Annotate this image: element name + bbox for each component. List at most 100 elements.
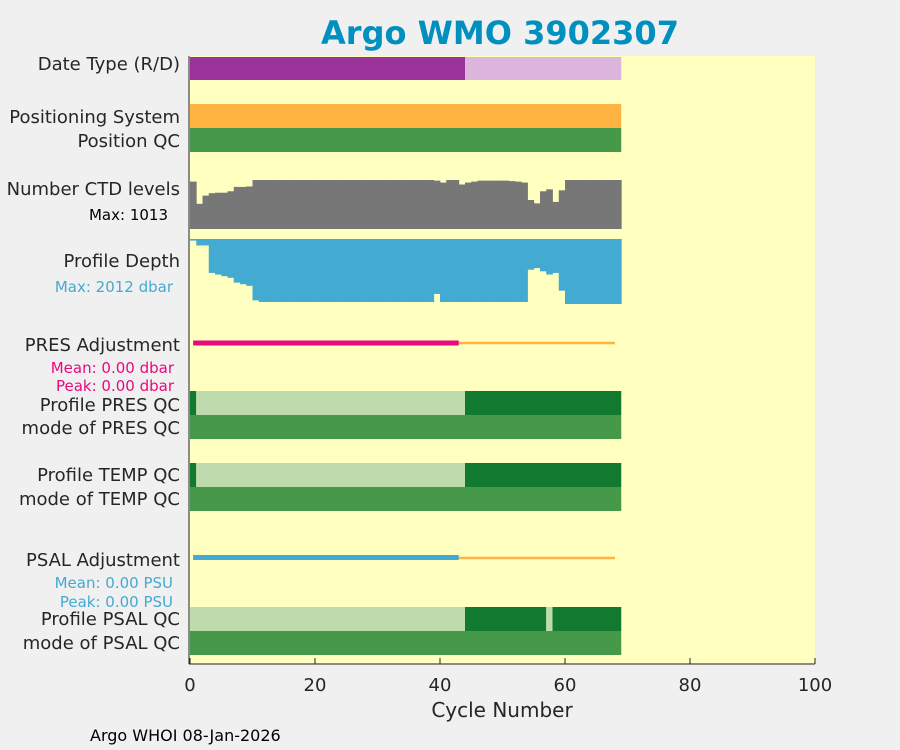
ctd-levels-bar <box>515 181 522 229</box>
profile-depth-bar <box>246 239 253 286</box>
ctd-levels-bar <box>240 186 247 229</box>
profile-depth-bar <box>358 239 366 302</box>
profile-depth-bar <box>352 239 360 302</box>
x-tick-label: 100 <box>798 675 832 696</box>
profile-depth-bar <box>558 239 566 291</box>
ctd-levels-bar <box>540 191 547 229</box>
ctd-levels-bar <box>202 195 210 229</box>
ctd-levels-bar <box>577 180 585 229</box>
x-tick-label: 40 <box>429 675 452 696</box>
ctd-levels-bar <box>552 201 560 229</box>
status-bars <box>190 57 622 655</box>
ctd-levels-bar <box>396 180 403 229</box>
profile-depth-bar <box>483 239 491 302</box>
label-profile-pres-qc: Profile PRES QC <box>40 395 180 416</box>
ctd-levels-bar <box>333 180 341 229</box>
data-type-segment-0 <box>190 57 465 80</box>
ctd-levels-bar <box>296 180 303 229</box>
ctd-levels-bar <box>365 180 372 229</box>
ctd-levels-bar <box>508 181 516 229</box>
x-tick-label: 0 <box>184 675 195 696</box>
profile-depth-bar <box>371 239 378 302</box>
profile-depth-bar <box>296 239 303 302</box>
temp_qc-mode-bar <box>190 487 622 511</box>
profile-depth-bar <box>577 239 585 304</box>
profile-depth-bar <box>302 239 310 302</box>
ctd-levels-bar <box>321 180 328 229</box>
profile-depth-bar <box>490 239 497 302</box>
x-tick-label: 80 <box>679 675 702 696</box>
profile-depth-bar <box>508 239 516 302</box>
profile-depth-bar <box>396 239 403 302</box>
profile-depth-bar <box>271 239 278 302</box>
profile-depth-bar <box>415 239 422 302</box>
position-qc-bar <box>190 128 622 152</box>
profile-depth-bar <box>221 239 228 277</box>
profile-depth-bar <box>390 239 397 302</box>
profile-depth-bar <box>571 239 578 304</box>
x-axis-ticks: 0 20 40 60 80 100 <box>184 658 832 696</box>
ctd-levels-bar <box>277 180 285 229</box>
profile-depth-bar <box>496 239 503 302</box>
positioning-bar <box>190 104 622 128</box>
profile-depth-bar <box>533 239 541 269</box>
ctd-levels-bar <box>490 180 497 229</box>
ctd-levels-bar <box>265 180 272 229</box>
pres_qc-segment-0 <box>190 391 197 415</box>
profile-depth-bar <box>521 239 528 302</box>
ctd-levels-bar <box>352 180 360 229</box>
ctd-levels-bar <box>315 180 322 229</box>
ctd-levels-bar <box>596 180 603 229</box>
ctd-levels-bar <box>590 180 597 229</box>
ctd-levels-bar <box>196 203 203 229</box>
profile-depth-bar <box>265 239 272 302</box>
ctd-levels-bar <box>227 191 235 229</box>
ctd-levels-bar <box>252 180 260 229</box>
ctd-levels-bar <box>521 182 528 229</box>
profile-depth-bar <box>252 239 260 301</box>
label-position-qc: Position QC <box>77 131 180 152</box>
depth-max-label: Max: 2012 dbar <box>55 278 174 296</box>
profile-depth-bar <box>258 239 266 302</box>
profile-depth-bar <box>233 239 241 283</box>
ctd-levels-bar <box>427 180 435 229</box>
profile-depth-bar <box>383 239 391 302</box>
profile-depth-bar <box>402 239 410 302</box>
profile-depth-bar <box>527 239 535 270</box>
profile-depth-bar <box>215 239 222 275</box>
profile-depth-bar <box>590 239 597 304</box>
pres_qc-mode-bar <box>190 415 622 439</box>
ctd-levels-bar <box>215 192 222 229</box>
ctd-levels-bar <box>308 180 316 229</box>
label-profile-depth: Profile Depth <box>63 251 180 272</box>
ctd-levels-bar <box>452 180 460 229</box>
profile-depth-bar <box>283 239 291 302</box>
profile-depth-bar <box>602 239 610 304</box>
ctd-levels-bar <box>421 180 428 229</box>
profile-depth-bar <box>277 239 285 302</box>
profile-depth-bar <box>552 239 560 273</box>
label-data-type: Date Type (R/D) <box>38 54 180 75</box>
pres_qc-segment-2 <box>465 391 622 415</box>
ctd-levels-bar <box>402 180 410 229</box>
profile-depth-bar <box>427 239 435 302</box>
ctd-levels-bar <box>477 180 485 229</box>
ctd-levels-bar <box>208 193 216 229</box>
label-profile-temp-qc: Profile TEMP QC <box>37 465 180 486</box>
label-mode-pres-qc: mode of PRES QC <box>22 418 180 439</box>
ctd-levels-bar <box>302 180 310 229</box>
label-pres-adjustment: PRES Adjustment <box>25 335 180 356</box>
label-profile-psal-qc: Profile PSAL QC <box>41 609 180 630</box>
ctd-levels-bar <box>446 180 453 229</box>
temp_qc-segment-1 <box>196 463 465 487</box>
psal-adj-mean: Mean: 0.00 PSU <box>55 574 173 592</box>
pres-adj-mean: Mean: 0.00 dbar <box>51 359 175 377</box>
profile-depth-bar <box>458 239 466 302</box>
ctd-levels-bar <box>377 180 385 229</box>
temp_qc-segment-2 <box>465 463 622 487</box>
ctd-levels-bar <box>283 180 291 229</box>
profile-depth-bar <box>202 239 210 246</box>
ctd-levels-bar <box>496 180 503 229</box>
profile-depth-bar <box>208 239 216 273</box>
